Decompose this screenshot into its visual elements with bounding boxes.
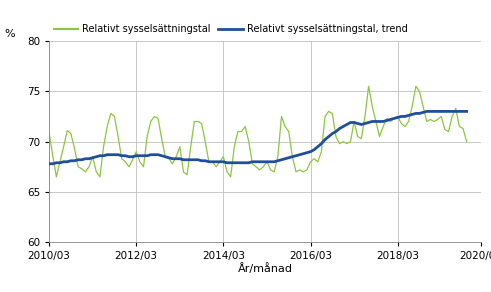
Legend: Relativt sysselsättningstal, Relativt sysselsättningstal, trend: Relativt sysselsättningstal, Relativt sy… [54,24,408,34]
X-axis label: År/månad: År/månad [238,263,293,274]
Text: %: % [4,29,15,39]
